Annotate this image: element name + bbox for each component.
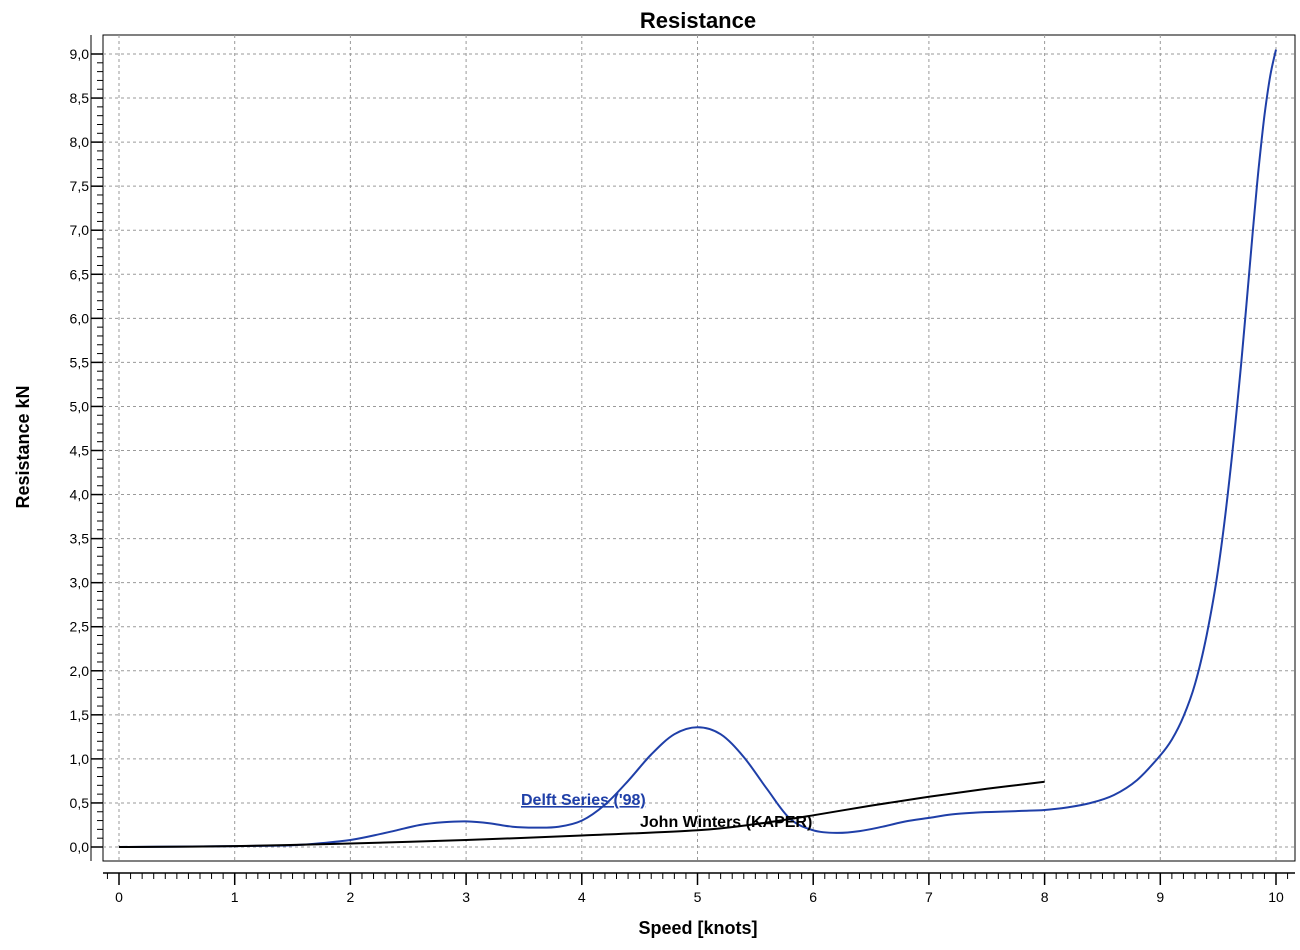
chart-title: Resistance [640,8,756,33]
x-axis: 0 1 2 3 4 5 6 7 8 9 10 [103,872,1295,905]
series-lines [118,49,1277,848]
y-tick-label: 0,5 [70,795,90,811]
series-label-kaper: John Winters (KAPER) [640,814,812,831]
y-tick-label: 9,0 [70,46,90,62]
series-label-delft: Delft Series ('98) [521,792,646,809]
y-tick-label: 8,5 [70,90,90,106]
y-tick-label: 0,0 [70,839,90,855]
y-tick-label: 5,5 [70,354,90,370]
x-tick-label: 8 [1041,889,1049,905]
y-axis-title: Resistance kN [13,385,33,508]
x-tick-label: 9 [1156,889,1164,905]
series-line-0 [118,49,1277,848]
y-tick-label: 8,0 [70,134,90,150]
grid [103,35,1295,861]
y-tick-label: 3,0 [70,575,90,591]
y-tick-label: 7,5 [70,178,90,194]
y-tick-label: 7,0 [70,222,90,238]
y-tick-label: 3,5 [70,531,90,547]
plot-area [102,34,1296,862]
x-tick-label: 3 [462,889,470,905]
x-tick-label: 0 [115,889,123,905]
x-tick-label: 5 [694,889,702,905]
y-tick-label: 5,0 [70,398,90,414]
y-tick-label: 1,5 [70,707,90,723]
x-tick-label: 1 [231,889,239,905]
x-tick-label: 2 [347,889,355,905]
y-tick-label: 2,5 [70,619,90,635]
y-tick-label: 6,0 [70,310,90,326]
y-tick-label: 2,0 [70,663,90,679]
y-tick-label: 6,5 [70,266,90,282]
x-tick-label: 10 [1268,889,1284,905]
x-tick-label: 6 [809,889,817,905]
x-axis-title: Speed [knots] [638,918,757,938]
y-axis: 0,0 0,5 1,0 1,5 2,0 2,5 3,0 3,5 4,0 4,5 5,0 5,5 6,0 6… [70,35,103,861]
y-tick-label: 1,0 [70,751,90,767]
y-tick-label: 4,5 [70,443,90,459]
x-tick-label: 4 [578,889,586,905]
y-tick-label: 4,0 [70,487,90,503]
series-line-1 [118,780,1045,848]
x-tick-label: 7 [925,889,933,905]
